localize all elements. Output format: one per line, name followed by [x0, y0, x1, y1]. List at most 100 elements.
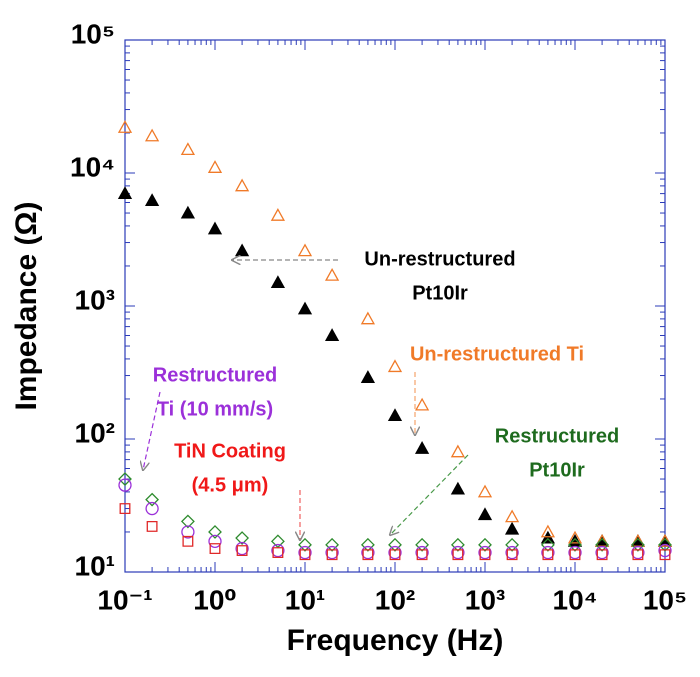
point: [595, 537, 610, 552]
point: [450, 537, 465, 552]
point: [568, 545, 582, 560]
point: [297, 243, 313, 257]
point: [504, 509, 520, 523]
point: [298, 537, 312, 552]
point: [659, 549, 671, 561]
point: [360, 370, 376, 383]
point: [416, 549, 428, 561]
point: [234, 243, 250, 257]
annotation: Restructured: [495, 425, 619, 447]
y-tick-label: 10⁵: [71, 18, 115, 49]
point: [478, 537, 492, 552]
point: [270, 275, 286, 289]
point: [388, 537, 402, 552]
point: [180, 142, 196, 156]
point: [298, 545, 312, 560]
point: [567, 530, 583, 544]
point: [144, 193, 160, 207]
point: [569, 549, 581, 561]
point: [477, 484, 493, 498]
x-tick-label: 10⁵: [643, 584, 687, 615]
point: [299, 549, 311, 561]
point: [361, 545, 375, 560]
x-tick-label: 10⁴: [553, 584, 598, 615]
point: [388, 545, 402, 560]
annotation-arrow: [143, 391, 161, 470]
point: [631, 545, 645, 560]
point: [362, 549, 374, 561]
point: [297, 301, 313, 315]
point: [360, 537, 375, 552]
point: [360, 311, 376, 325]
point: [450, 444, 466, 458]
annotation: Pt10Ir: [412, 282, 468, 304]
annotation: TiN Coating: [174, 440, 286, 462]
y-tick-label: 10²: [75, 417, 115, 448]
point: [478, 545, 492, 560]
point: [324, 268, 340, 281]
point: [208, 534, 222, 548]
point: [632, 549, 644, 561]
point: [235, 541, 249, 556]
point: [146, 521, 158, 532]
point: [119, 503, 131, 514]
point: [657, 534, 673, 547]
point: [326, 549, 338, 561]
point: [145, 501, 159, 516]
y-tick-label: 10⁴: [70, 151, 115, 182]
point: [389, 549, 401, 561]
point: [568, 537, 582, 552]
point: [414, 441, 430, 454]
x-tick-label: 10³: [465, 584, 505, 615]
point: [505, 545, 519, 560]
point: [452, 549, 464, 561]
annotation: Ti (10 mm/s): [157, 398, 273, 420]
point: [630, 537, 645, 552]
x-tick-label: 10²: [375, 584, 415, 615]
x-tick-label: 10⁰: [193, 584, 236, 615]
point: [594, 534, 610, 547]
point: [451, 545, 465, 560]
point: [271, 543, 285, 558]
point: [414, 397, 430, 411]
point: [117, 120, 133, 133]
point: [415, 537, 430, 552]
annotation: Restructured: [153, 364, 277, 386]
point: [541, 545, 555, 560]
point: [450, 481, 466, 495]
point: [542, 549, 554, 561]
point: [540, 530, 556, 544]
annotation: Un-restructured: [364, 248, 515, 270]
point: [208, 525, 222, 539]
point: [270, 208, 286, 221]
point: [207, 221, 223, 235]
point: [180, 514, 195, 529]
annotation: Un-restructured Ti: [410, 343, 584, 365]
point: [504, 521, 520, 535]
point: [325, 537, 340, 552]
point: [234, 178, 250, 192]
annotation: (4.5 μm): [192, 474, 269, 496]
x-axis-label: Frequency (Hz): [287, 624, 504, 657]
point: [658, 543, 672, 558]
point: [415, 545, 429, 560]
point: [540, 537, 555, 552]
point: [236, 545, 248, 556]
point: [506, 549, 518, 561]
point: [118, 472, 132, 486]
point: [325, 545, 339, 560]
point: [144, 128, 160, 142]
point: [209, 543, 221, 555]
point: [117, 186, 133, 200]
point: [477, 507, 493, 521]
point: [479, 549, 491, 561]
point: [180, 205, 196, 219]
point: [207, 160, 223, 173]
x-tick-label: 10¹: [285, 584, 325, 615]
point: [596, 549, 608, 561]
point: [235, 531, 250, 545]
y-tick-label: 10¹: [75, 550, 115, 581]
y-tick-label: 10³: [75, 284, 115, 315]
point: [145, 492, 160, 507]
